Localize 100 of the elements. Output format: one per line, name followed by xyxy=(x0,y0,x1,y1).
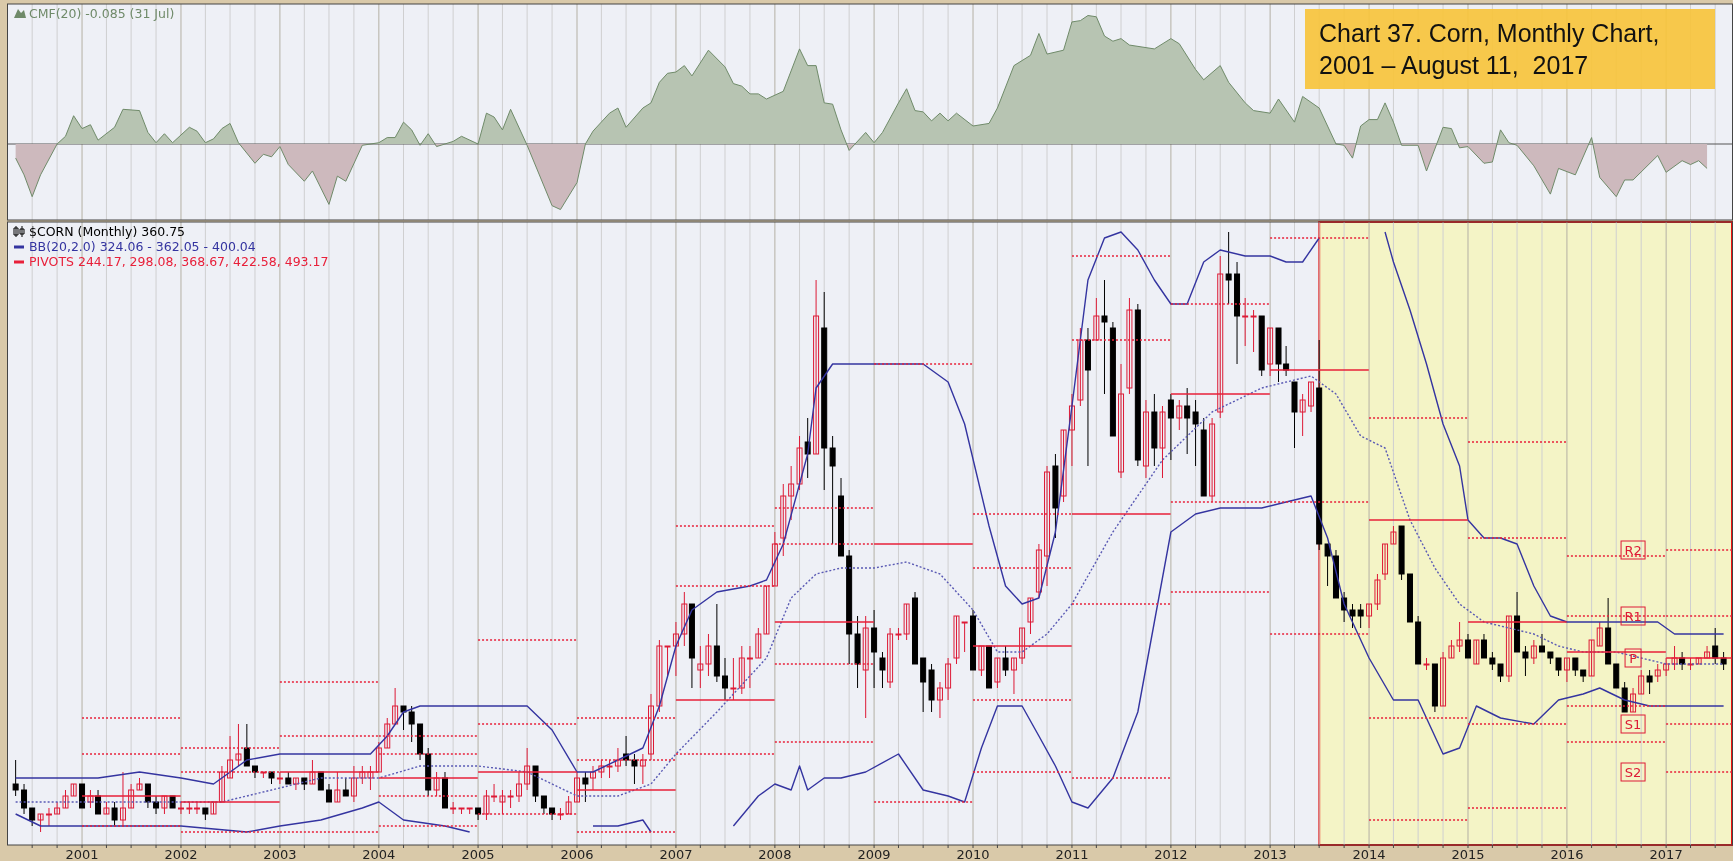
candlestick xyxy=(1077,327,1084,407)
candlestick xyxy=(1538,633,1545,653)
legend-label: BB(20,2.0) 324.06 - 362.05 - 400.04 xyxy=(29,239,256,254)
candlestick xyxy=(1184,387,1191,455)
candlestick xyxy=(582,771,589,803)
legend-label: $CORN (Monthly) 360.75 xyxy=(29,224,186,239)
candlestick xyxy=(1142,399,1149,479)
annotation: S2 xyxy=(1624,765,1642,780)
candlestick xyxy=(1671,645,1678,671)
candlestick xyxy=(1324,543,1331,587)
candlestick xyxy=(1299,393,1306,437)
annotation: S1 xyxy=(1624,717,1642,732)
candlestick xyxy=(1159,405,1166,479)
legend-label: CMF(20) -0.085 (31 Jul) xyxy=(29,6,175,21)
candlestick xyxy=(871,609,878,689)
candlestick xyxy=(1522,645,1529,677)
candlestick xyxy=(309,759,316,785)
candlestick xyxy=(1464,633,1471,659)
text: Chart 37. Corn, Monthly Chart, 2001 – August 11, 2017 xyxy=(1305,9,1715,89)
candlestick xyxy=(1588,639,1595,677)
candlestick xyxy=(887,627,894,689)
candlestick xyxy=(1563,657,1570,683)
candlestick xyxy=(1480,633,1487,659)
x-tick-label: 2008 xyxy=(758,847,792,861)
candlestick xyxy=(1002,645,1009,677)
candlestick xyxy=(1712,627,1719,665)
candlestick xyxy=(12,759,19,797)
candlestick xyxy=(738,645,745,695)
candlestick xyxy=(1093,297,1100,341)
x-tick-label: 2015 xyxy=(1451,847,1485,861)
candlestick xyxy=(755,627,762,659)
x-tick-label: 2005 xyxy=(461,847,495,861)
candlestick xyxy=(1019,627,1026,665)
candlestick xyxy=(1530,639,1537,665)
candlestick xyxy=(153,795,160,815)
x-tick-label: 2009 xyxy=(857,847,891,861)
candlestick xyxy=(672,621,679,677)
candlestick xyxy=(1068,393,1075,467)
candlestick xyxy=(590,765,596,791)
candlestick xyxy=(1060,429,1067,503)
candlestick xyxy=(780,483,787,557)
candlestick xyxy=(1167,393,1174,461)
annotation: P xyxy=(1629,651,1638,666)
candlestick xyxy=(1044,465,1051,587)
candlestick xyxy=(367,765,374,791)
candlestick xyxy=(813,279,820,455)
x-tick-label: 2016 xyxy=(1550,847,1584,861)
candlestick xyxy=(1473,639,1480,665)
candlestick xyxy=(21,783,28,815)
candlestick xyxy=(1027,597,1034,635)
candlestick xyxy=(978,645,985,677)
candlestick xyxy=(1613,663,1620,689)
candlestick xyxy=(1010,657,1017,695)
candlestick xyxy=(1126,297,1133,395)
candlestick xyxy=(862,615,869,719)
candlestick xyxy=(763,585,770,635)
candlestick xyxy=(1176,399,1183,431)
candlestick xyxy=(243,723,250,767)
x-tick-label: 2004 xyxy=(362,847,396,861)
candlestick xyxy=(1663,657,1670,677)
candlestick xyxy=(1374,573,1381,611)
candlestick xyxy=(936,681,943,719)
legend-label: PIVOTS 244.17, 298.08, 368.67, 422.58, 493.17 xyxy=(29,254,329,269)
candlestick xyxy=(1366,603,1373,629)
candlestick xyxy=(1646,669,1653,695)
candlestick xyxy=(788,465,795,521)
x-tick-label: 2007 xyxy=(659,847,693,861)
candlestick xyxy=(746,645,753,689)
candlestick xyxy=(1308,381,1315,413)
x-tick-label: 2014 xyxy=(1352,847,1386,861)
candlestick xyxy=(1704,645,1711,659)
candlestick xyxy=(829,435,836,545)
candlestick xyxy=(945,657,952,701)
candlestick xyxy=(1192,399,1199,467)
x-tick-label: 2011 xyxy=(1055,847,1089,861)
candlestick xyxy=(681,591,688,647)
x-tick-label: 2001 xyxy=(65,847,99,861)
candlestick xyxy=(1225,231,1232,305)
candlestick xyxy=(1596,621,1603,647)
annotation: R2 xyxy=(1624,543,1642,558)
candlestick xyxy=(1242,297,1249,347)
candlestick xyxy=(771,531,778,587)
annotation: R1 xyxy=(1624,609,1642,624)
candlestick xyxy=(697,645,704,689)
candlestick xyxy=(111,801,118,827)
candlestick xyxy=(730,657,737,701)
candlestick xyxy=(920,657,927,713)
x-tick-label: 2003 xyxy=(263,847,297,861)
x-tick-label: 2010 xyxy=(956,847,990,861)
candlestick xyxy=(1440,651,1447,707)
candlestick xyxy=(1382,543,1389,581)
candlestick xyxy=(705,633,712,677)
candlestick xyxy=(450,801,457,815)
candlestick xyxy=(796,435,803,491)
candlestick xyxy=(433,771,440,797)
candlestick xyxy=(1250,309,1257,353)
candlestick xyxy=(392,687,399,725)
candlestick xyxy=(1118,363,1125,479)
candlestick xyxy=(879,651,886,689)
candlestick xyxy=(95,789,102,815)
